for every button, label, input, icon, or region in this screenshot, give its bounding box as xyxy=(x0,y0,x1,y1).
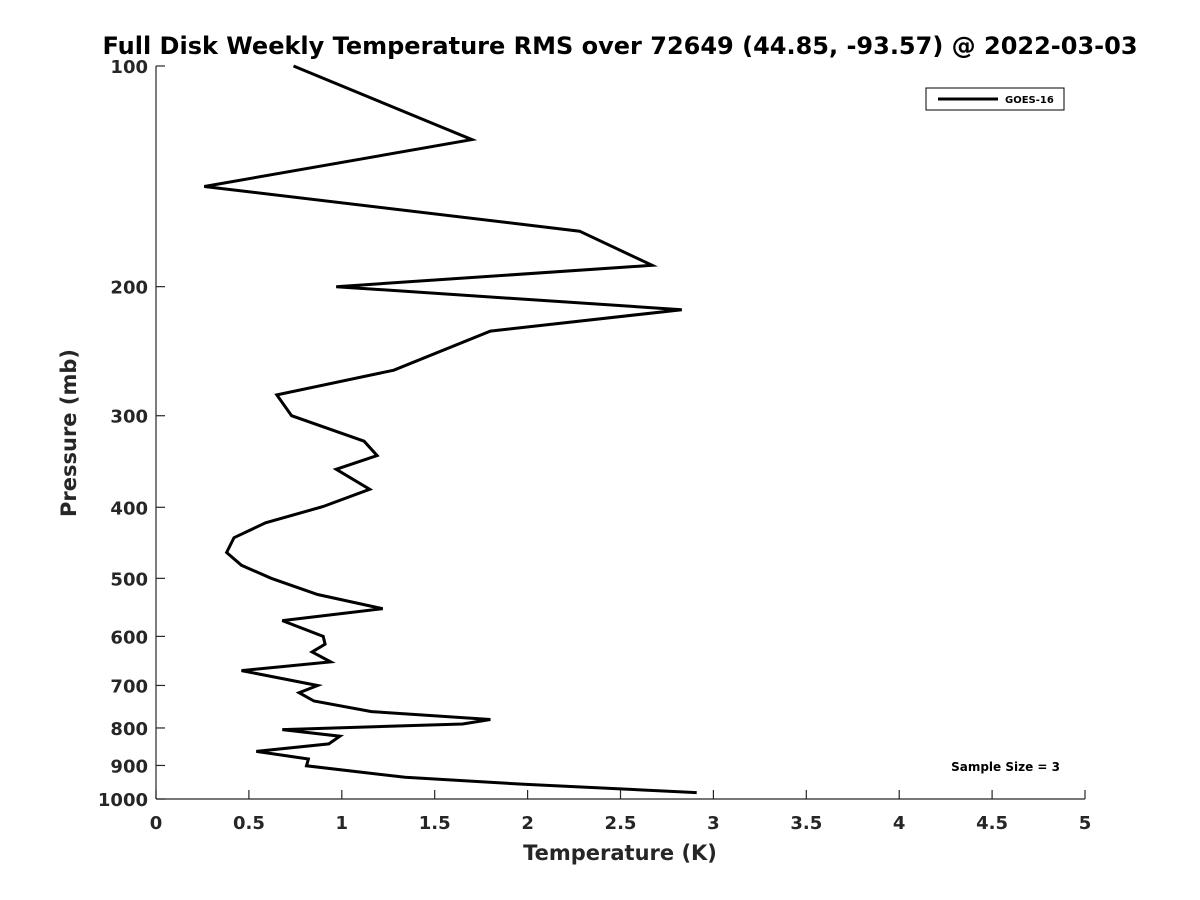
y-tick-label: 400 xyxy=(110,498,148,519)
y-axis-label: Pressure (mb) xyxy=(57,349,81,517)
y-tick-label: 900 xyxy=(110,756,148,777)
y-tick-label: 500 xyxy=(110,569,148,590)
y-tick-label: 800 xyxy=(110,719,148,740)
x-tick-label: 3.5 xyxy=(790,813,822,834)
x-tick-label: 1 xyxy=(336,813,349,834)
x-tick-label: 2 xyxy=(521,813,534,834)
x-tick-label: 1.5 xyxy=(419,813,451,834)
x-tick-label: 2.5 xyxy=(605,813,637,834)
y-tick-label: 700 xyxy=(110,676,148,697)
legend: GOES-16 xyxy=(925,87,1065,111)
x-tick-label: 4.5 xyxy=(976,813,1008,834)
x-tick-label: 4 xyxy=(893,813,906,834)
x-tick-label: 3 xyxy=(707,813,720,834)
chart-title: Full Disk Weekly Temperature RMS over 72… xyxy=(102,32,1137,60)
y-tick-label: 300 xyxy=(110,407,148,428)
sample-size-annotation: Sample Size = 3 xyxy=(951,760,1060,774)
y-axis-ticks: 100 200 300 400 500 600 700 800 900 1000 xyxy=(98,57,165,811)
x-axis-label: Temperature (K) xyxy=(523,841,717,865)
series-line-goes-16 xyxy=(204,64,697,795)
x-axis-ticks: 0 0.5 1 1.5 2 2.5 3 3.5 4 4.5 5 xyxy=(150,790,1092,834)
x-tick-label: 5 xyxy=(1079,813,1092,834)
y-tick-label: 1000 xyxy=(98,790,148,811)
y-tick-label: 100 xyxy=(110,57,148,78)
y-tick-label: 600 xyxy=(110,627,148,648)
y-tick-label: 200 xyxy=(110,278,148,299)
series-lines xyxy=(204,64,697,795)
legend-label: GOES-16 xyxy=(1005,95,1054,106)
x-tick-label: 0.5 xyxy=(233,813,265,834)
x-tick-label: 0 xyxy=(150,813,163,834)
axes xyxy=(155,66,1085,800)
